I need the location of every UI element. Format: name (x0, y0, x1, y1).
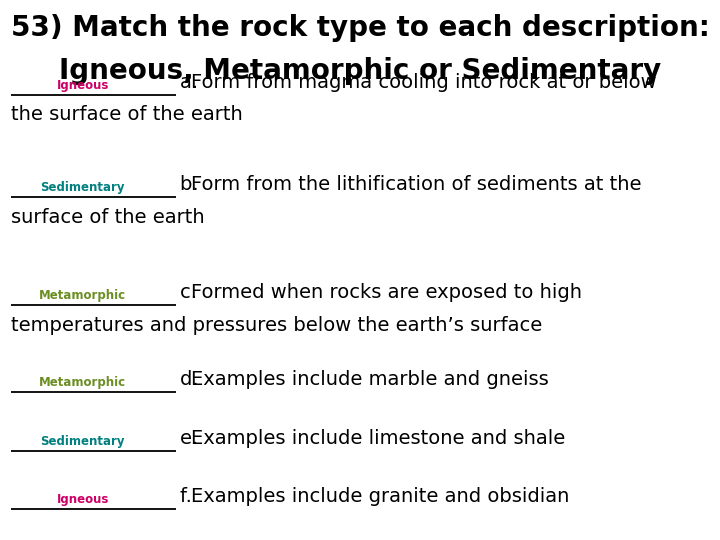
Text: b.: b. (180, 176, 211, 194)
Text: the surface of the earth: the surface of the earth (11, 105, 243, 124)
Text: Metamorphic: Metamorphic (39, 289, 127, 302)
Text: Form from the lithification of sediments at the: Form from the lithification of sediments… (191, 176, 642, 194)
Text: Examples include marble and gneiss: Examples include marble and gneiss (191, 370, 549, 389)
Text: surface of the earth: surface of the earth (11, 208, 204, 227)
Text: Examples include granite and obsidian: Examples include granite and obsidian (191, 487, 570, 506)
Text: e.: e. (180, 429, 211, 448)
Text: Metamorphic: Metamorphic (39, 376, 127, 389)
Text: Sedimentary: Sedimentary (40, 435, 125, 448)
Text: 53) Match the rock type to each description:: 53) Match the rock type to each descript… (11, 14, 709, 42)
Text: Examples include limestone and shale: Examples include limestone and shale (191, 429, 565, 448)
Text: c.: c. (180, 284, 210, 302)
Text: Formed when rocks are exposed to high: Formed when rocks are exposed to high (191, 284, 582, 302)
Text: Form from magma cooling into rock at or below: Form from magma cooling into rock at or … (191, 73, 657, 92)
Text: Sedimentary: Sedimentary (40, 181, 125, 194)
Text: temperatures and pressures below the earth’s surface: temperatures and pressures below the ear… (11, 316, 542, 335)
Text: a.: a. (180, 73, 211, 92)
Text: Igneous, Metamorphic or Sedimentary: Igneous, Metamorphic or Sedimentary (59, 57, 661, 85)
Text: Igneous: Igneous (57, 493, 109, 506)
Text: d.: d. (180, 370, 211, 389)
Text: f.: f. (180, 487, 204, 506)
Text: Igneous: Igneous (57, 79, 109, 92)
